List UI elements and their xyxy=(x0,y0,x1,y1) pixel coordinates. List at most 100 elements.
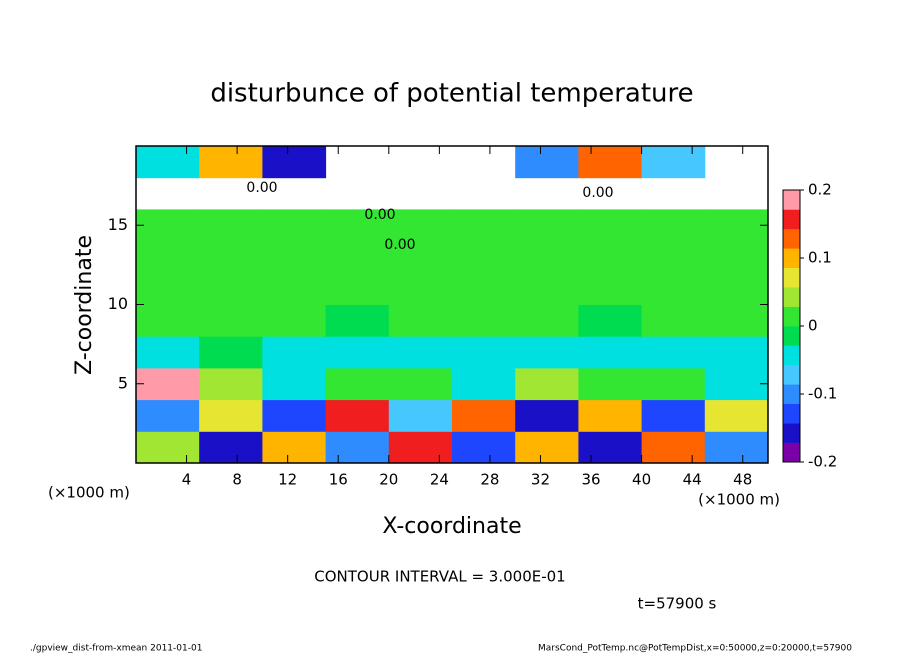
heat-cell xyxy=(199,304,263,337)
colorbar-segment xyxy=(783,190,800,210)
colorbar-segment xyxy=(783,345,800,366)
heat-cell xyxy=(136,367,200,401)
heat-cell xyxy=(325,209,390,242)
colorbar-segment xyxy=(783,384,800,405)
heat-cell xyxy=(388,399,453,432)
heat-cell xyxy=(199,367,263,401)
x-tick-label: 12 xyxy=(278,471,297,489)
heat-cell xyxy=(578,146,643,179)
heat-cell xyxy=(325,336,390,369)
heat-cell xyxy=(641,336,706,369)
x-axis-label: X-coordinate xyxy=(382,514,521,539)
heat-cell xyxy=(515,431,579,464)
colorbar-segment xyxy=(783,423,800,443)
heat-cell xyxy=(325,399,390,432)
y-tick-label: 5 xyxy=(118,373,128,392)
heat-cell xyxy=(452,272,516,305)
heat-cell xyxy=(262,336,327,369)
contour-interval: CONTOUR INTERVAL = 3.000E-01 xyxy=(314,568,565,586)
heat-cell xyxy=(641,272,706,305)
heat-cell xyxy=(704,336,769,369)
heat-cell xyxy=(136,431,200,464)
chart-title: disturbunce of potential temperature xyxy=(210,79,693,109)
x-tick-label: 20 xyxy=(379,471,398,489)
colorbar-segment xyxy=(783,364,800,385)
heat-cell xyxy=(388,209,453,242)
colorbar-segment xyxy=(783,267,800,288)
heat-cell xyxy=(199,241,263,274)
heat-cell xyxy=(262,304,327,337)
heat-cell xyxy=(136,241,200,274)
heat-cell xyxy=(199,272,263,305)
heat-cell xyxy=(641,367,706,401)
heat-cell xyxy=(388,431,453,464)
heat-cell xyxy=(578,431,643,464)
heat-cell xyxy=(578,367,643,401)
colorbar-segment xyxy=(783,403,800,424)
heat-cell xyxy=(452,241,516,274)
contour-label: 0.00 xyxy=(384,237,415,253)
heat-cell xyxy=(641,146,706,179)
heat-cell xyxy=(515,336,579,369)
heat-cell xyxy=(388,304,453,337)
heat-cell xyxy=(136,304,200,337)
x-tick-label: 48 xyxy=(733,471,752,489)
heat-cell xyxy=(641,209,706,242)
heat-cell xyxy=(704,399,769,432)
heat-cell xyxy=(641,304,706,337)
x-tick-label: 4 xyxy=(182,471,192,489)
heat-cell xyxy=(704,304,769,337)
heat-cell xyxy=(515,241,579,274)
heat-cell xyxy=(452,431,516,464)
heat-cell xyxy=(515,304,579,337)
heat-cell xyxy=(578,272,643,305)
heat-cell xyxy=(199,399,263,432)
heat-cell xyxy=(388,336,453,369)
heat-cell xyxy=(578,209,643,242)
heat-cell xyxy=(704,241,769,274)
heat-cell xyxy=(262,431,327,464)
colorbar-segment xyxy=(783,209,800,230)
contour-label: 0.00 xyxy=(364,207,395,223)
heat-cell xyxy=(199,431,263,464)
heat-cell xyxy=(199,336,263,369)
y-tick-label: 10 xyxy=(108,294,128,313)
x-unit-label: (×1000 m) xyxy=(698,491,780,509)
heat-cell xyxy=(452,304,516,337)
heat-cell xyxy=(515,146,579,179)
heat-cell xyxy=(325,241,390,274)
y-tick-label: 15 xyxy=(108,215,128,234)
colorbar-segment xyxy=(783,326,800,346)
heat-cell xyxy=(578,399,643,432)
heat-cell xyxy=(704,367,769,401)
heat-cell xyxy=(578,241,643,274)
heat-cell xyxy=(578,336,643,369)
heat-cell xyxy=(262,272,327,305)
colorbar-tick-label: -0.2 xyxy=(808,453,837,471)
heat-cell xyxy=(515,367,579,401)
heat-cell xyxy=(136,399,200,432)
heat-cell xyxy=(136,209,200,242)
x-tick-label: 24 xyxy=(430,471,449,489)
colorbar-segment xyxy=(783,306,800,327)
colorbar-segment xyxy=(783,248,800,269)
heat-cell xyxy=(325,304,390,337)
heat-cell xyxy=(641,431,706,464)
colorbar-tick-label: 0.2 xyxy=(808,181,832,199)
heat-cell xyxy=(578,304,643,337)
heat-cell xyxy=(262,399,327,432)
heat-cell xyxy=(262,146,327,179)
colorbar-segment xyxy=(783,228,800,249)
heat-cell xyxy=(325,272,390,305)
heat-cell xyxy=(388,272,453,305)
heat-cell xyxy=(452,399,516,432)
heat-cell xyxy=(136,146,200,179)
heat-cell xyxy=(388,367,453,401)
heat-cell xyxy=(641,399,706,432)
contour-label: 0.00 xyxy=(246,180,277,196)
x-tick-label: 16 xyxy=(329,471,348,489)
heat-cell xyxy=(136,272,200,305)
contour-label: 0.00 xyxy=(582,185,613,201)
heat-cell xyxy=(452,336,516,369)
